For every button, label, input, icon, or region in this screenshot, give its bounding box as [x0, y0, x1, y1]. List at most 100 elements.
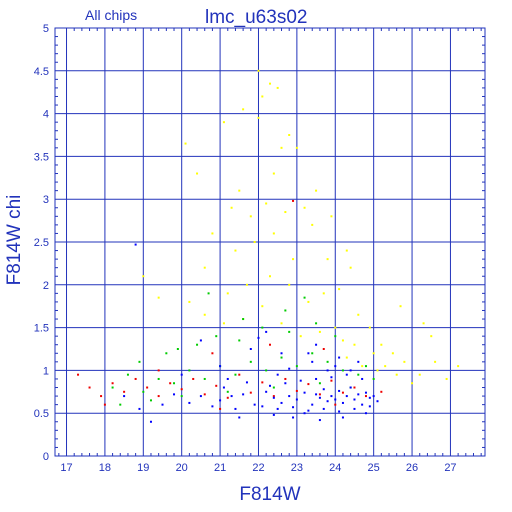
x-axis-label: F814W	[239, 484, 300, 505]
data-point	[295, 389, 298, 392]
data-point	[272, 396, 275, 399]
data-point	[318, 393, 321, 396]
data-point	[326, 400, 329, 403]
data-point	[176, 348, 179, 350]
data-point	[222, 322, 225, 325]
y-tick-label: 2.5	[34, 237, 49, 249]
data-point	[188, 300, 191, 303]
data-point	[303, 412, 306, 415]
data-point	[257, 116, 260, 119]
data-point	[338, 410, 341, 413]
data-point	[211, 232, 214, 235]
data-point	[430, 335, 433, 338]
x-tick-labels: 17 18 19 20 21 22 23 24 25 26 27	[60, 462, 456, 474]
data-point	[318, 330, 321, 333]
data-point	[149, 420, 152, 423]
data-point	[265, 202, 268, 205]
y-tick-label: 4	[43, 109, 49, 121]
data-point	[288, 395, 291, 398]
data-point	[165, 352, 168, 355]
data-point	[326, 369, 329, 372]
data-point	[123, 390, 126, 393]
y-tick-labels: 0 0.5 1 1.5 2 2.5 3 3.5 4 4.5 5	[34, 23, 49, 463]
data-point	[315, 189, 318, 192]
data-point	[299, 379, 302, 382]
data-point	[230, 395, 233, 398]
data-point	[330, 395, 333, 398]
data-point	[249, 215, 252, 218]
chart-subtitle: All chips	[85, 7, 137, 23]
data-point	[245, 381, 248, 384]
data-point	[364, 395, 367, 398]
data-point	[234, 407, 237, 410]
data-point	[203, 377, 206, 380]
data-point	[253, 403, 256, 406]
data-point	[284, 382, 287, 385]
x-tick-label: 20	[176, 462, 188, 474]
data-point	[361, 403, 364, 406]
data-point	[261, 95, 264, 98]
data-point	[219, 365, 222, 368]
data-point	[292, 416, 295, 419]
data-point	[295, 146, 298, 149]
data-point	[272, 232, 275, 235]
data-point	[215, 335, 218, 338]
data-point	[261, 326, 264, 329]
data-point	[272, 395, 275, 398]
data-point	[173, 382, 176, 385]
data-point	[88, 386, 91, 389]
data-point	[265, 390, 268, 393]
data-point	[219, 399, 222, 402]
data-point	[330, 215, 333, 218]
data-point	[338, 288, 341, 291]
data-point	[311, 360, 314, 363]
data-point	[334, 403, 337, 406]
data-point	[149, 399, 152, 402]
y-axis-label: F814W chi	[4, 195, 25, 286]
data-point	[146, 386, 149, 389]
data-point	[261, 381, 264, 384]
data-point	[364, 391, 367, 394]
data-point	[292, 199, 295, 202]
data-point	[299, 335, 302, 338]
data-point	[315, 322, 318, 325]
data-point	[199, 339, 202, 342]
data-point	[368, 405, 371, 408]
data-point	[280, 322, 283, 325]
data-point	[307, 409, 310, 412]
x-tick-label: 22	[252, 462, 264, 474]
data-point	[280, 401, 283, 404]
data-point	[253, 241, 256, 243]
data-point	[119, 403, 122, 406]
y-tick-label: 0.5	[34, 408, 49, 420]
data-point	[326, 360, 329, 363]
data-point	[345, 249, 348, 252]
data-point	[341, 391, 344, 394]
data-point	[249, 391, 252, 394]
data-point	[265, 369, 268, 372]
data-point	[357, 360, 360, 363]
data-point	[334, 365, 337, 368]
data-point	[103, 403, 106, 406]
data-point	[157, 369, 160, 372]
data-point	[219, 407, 222, 410]
data-point	[457, 365, 460, 368]
data-point	[207, 292, 210, 295]
data-point	[341, 416, 344, 419]
x-tick-label: 17	[60, 462, 72, 474]
data-point	[272, 413, 275, 416]
x-tick-label: 25	[368, 462, 380, 474]
y-tick-label: 3	[43, 194, 49, 206]
y-tick-label: 1	[43, 365, 49, 377]
data-point	[269, 343, 271, 346]
data-point	[215, 384, 218, 387]
data-point	[242, 108, 245, 111]
data-point	[326, 258, 329, 261]
data-point	[242, 318, 245, 321]
data-point	[357, 373, 360, 376]
data-point	[272, 386, 275, 389]
data-point	[380, 343, 383, 346]
data-point	[196, 343, 199, 346]
data-point	[196, 172, 199, 175]
data-point	[242, 393, 245, 396]
